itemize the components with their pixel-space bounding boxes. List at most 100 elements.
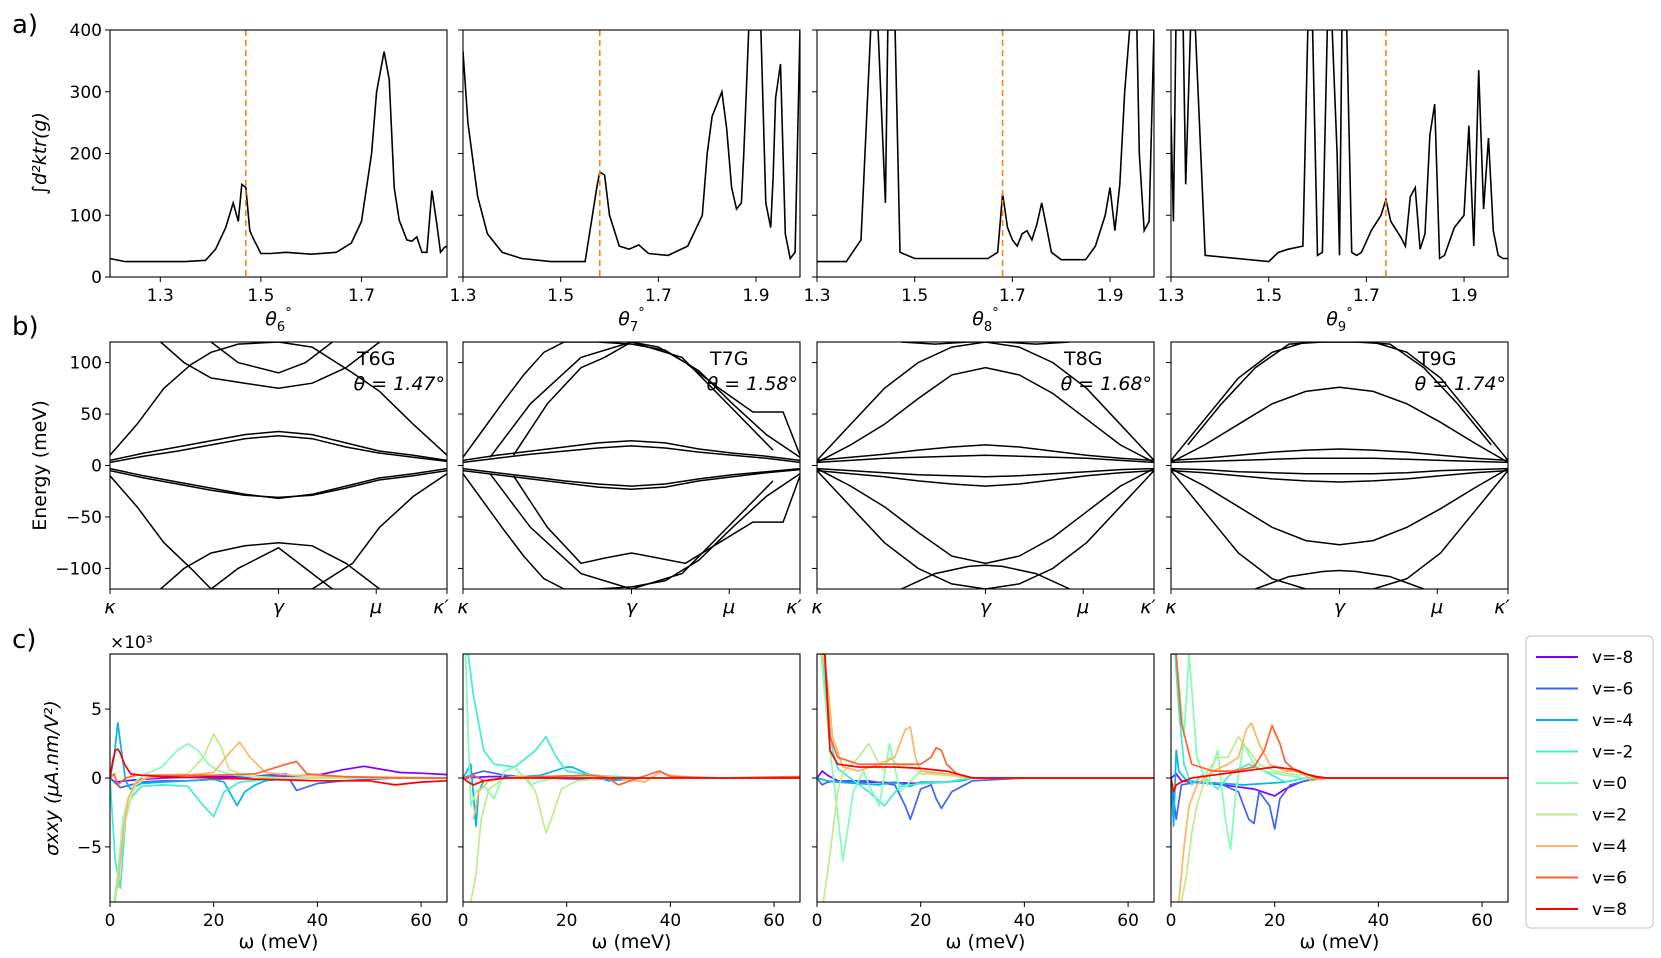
y-tick-label: 100 <box>70 354 102 374</box>
x-tick-label: 1.9 <box>743 286 770 306</box>
y-tick-label: 400 <box>70 21 102 41</box>
y-tick-label: −5 <box>77 838 102 858</box>
panel-label-a: a) <box>12 10 38 40</box>
x-tick-label: 40 <box>660 911 682 931</box>
x-tick-label: 1.9 <box>1097 286 1124 306</box>
series-v=8 <box>110 748 447 786</box>
series-v=2 <box>1180 735 1508 902</box>
x-tick-label: κ′ <box>1140 596 1156 618</box>
series-v=0 <box>820 654 1154 862</box>
structure-label: T9G <box>1417 348 1456 370</box>
legend-label: v=-4 <box>1592 711 1633 731</box>
series-v=6 <box>110 760 447 786</box>
band-line-3 <box>463 468 800 490</box>
series-v=8 <box>822 654 1154 779</box>
band-line-6 <box>489 342 774 458</box>
band-line-1 <box>110 434 447 464</box>
x-tick-label: μ <box>1076 596 1089 618</box>
y-axis-label-c: σxxy (μA.nm/V²) <box>41 700 63 856</box>
series-v=4 <box>821 654 1154 779</box>
y-tick-label: 0 <box>91 769 102 789</box>
x-tick-label: 60 <box>1117 911 1139 931</box>
band-line-3 <box>110 469 447 499</box>
x-tick-label: κ <box>811 596 823 618</box>
band-line-9 <box>210 342 333 374</box>
x-tick-label: 1.3 <box>147 286 174 306</box>
x-tick-label: γ <box>273 596 286 618</box>
structure-label: T6G <box>356 348 395 370</box>
band-line-1 <box>463 445 800 464</box>
x-tick-label: 60 <box>1471 911 1493 931</box>
x-axis-label-c: ω (meV) <box>592 931 672 953</box>
legend: v=-8 v=-6 v=-4 v=-2 v=0 v=2 v=4 v=6 v=8 <box>1525 635 1654 929</box>
x-tick-label: μ <box>369 596 382 618</box>
x-tick-label: 1.9 <box>1451 286 1478 306</box>
band-line-5 <box>817 470 1154 589</box>
band-line-4 <box>463 342 800 458</box>
legend-label: v=-8 <box>1592 648 1633 668</box>
band-line-0 <box>817 444 1154 462</box>
x-tick-label: 1.5 <box>247 286 274 306</box>
x-tick-label: 40 <box>1014 911 1036 931</box>
legend-label: v=8 <box>1592 900 1627 920</box>
structure-label: T7G <box>709 348 748 370</box>
band-line-6 <box>160 342 381 390</box>
band-line-6 <box>817 366 1154 464</box>
x-tick-label: 1.3 <box>1157 286 1184 306</box>
band-line-9 <box>512 475 800 565</box>
series-v=2 <box>469 774 800 902</box>
x-tick-label: 40 <box>307 911 329 931</box>
x-tick-label: 0 <box>458 911 469 931</box>
x-tick-label: 20 <box>1264 911 1286 931</box>
band-line-2 <box>817 467 1154 478</box>
x-axis-label-c: ω (meV) <box>946 931 1026 953</box>
band-line-1 <box>1171 457 1508 464</box>
legend-label: v=-6 <box>1592 680 1633 700</box>
series-v=-4 <box>110 722 447 807</box>
legend-box <box>1525 635 1654 929</box>
y-axis-label-b: Energy (meV) <box>29 400 51 531</box>
series-v=6 <box>1173 654 1508 779</box>
x-tick-label: 1.7 <box>1353 286 1380 306</box>
y-tick-label: 0 <box>91 268 102 288</box>
y-tick-label: −100 <box>55 559 102 579</box>
band-line-8 <box>512 342 800 456</box>
band-line-9 <box>901 342 1070 345</box>
series-v=-4 <box>463 763 800 828</box>
angle-label: θ = 1.47° <box>354 373 445 395</box>
x-tick-label: 40 <box>1368 911 1390 931</box>
band-line-5 <box>110 473 447 589</box>
band-line-7 <box>1171 467 1508 546</box>
x-tick-label: κ <box>1165 596 1177 618</box>
band-line-7 <box>160 541 381 589</box>
structure-label: T8G <box>1063 348 1102 370</box>
x-tick-label: γ <box>980 596 993 618</box>
y-tick-label: −50 <box>66 508 102 528</box>
x-tick-label: 20 <box>910 911 932 931</box>
x-tick-label: 60 <box>763 911 785 931</box>
x-tick-label: 1.3 <box>449 286 476 306</box>
x-tick-label: 1.7 <box>999 286 1026 306</box>
series-v=-2 <box>465 654 800 779</box>
x-tick-label: γ <box>626 596 639 618</box>
band-line-0 <box>110 430 447 462</box>
series-v=0 <box>464 654 800 807</box>
x-tick-label: γ <box>1334 596 1347 618</box>
legend-label: v=0 <box>1592 774 1627 794</box>
band-line-2 <box>110 467 447 500</box>
band-line-3 <box>817 469 1154 487</box>
band-line-8 <box>1255 569 1425 589</box>
trace-curve-7 <box>463 30 800 263</box>
x-axis-label-c: ω (meV) <box>239 931 319 953</box>
band-line-0 <box>463 440 800 462</box>
band-line-5 <box>1171 470 1508 589</box>
band-line-8 <box>900 564 1071 589</box>
x-tick-label: 0 <box>1166 911 1177 931</box>
series-v=6 <box>822 654 1154 779</box>
panel-label-c: c) <box>12 625 36 655</box>
x-tick-label: κ <box>457 596 469 618</box>
band-line-2 <box>1171 467 1508 475</box>
x-tick-label: 20 <box>556 911 578 931</box>
y-axis-label-a: ∫d²ktr(g) <box>29 112 51 195</box>
